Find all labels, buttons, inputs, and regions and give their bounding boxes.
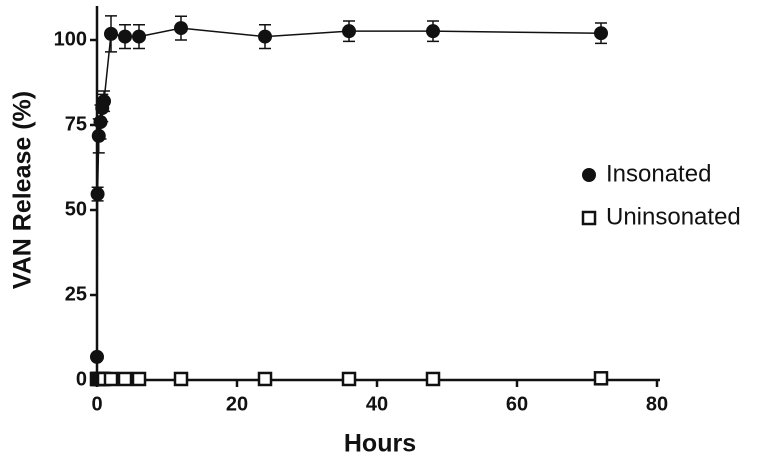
- data-point: [97, 94, 111, 109]
- x-tick-label: 20: [226, 393, 248, 415]
- x-tick-label: 60: [506, 393, 528, 415]
- x-tick-label: 80: [646, 393, 668, 415]
- y-tick-label: 50: [65, 198, 87, 220]
- data-point: [341, 371, 357, 387]
- data-point: [174, 21, 188, 36]
- series-line: [96, 27, 602, 357]
- data-point: [131, 371, 147, 387]
- y-tick-label: 25: [65, 283, 87, 305]
- y-tick-label: 100: [54, 28, 87, 50]
- data-point: [103, 371, 119, 387]
- data-point: [594, 26, 608, 41]
- data-point: [90, 349, 104, 364]
- data-point: [117, 371, 133, 387]
- data-point: [593, 371, 609, 386]
- data-point: [90, 187, 105, 202]
- data-point: [104, 26, 118, 41]
- data-point: [91, 128, 106, 143]
- legend-label: Uninsonated: [606, 203, 741, 230]
- data-point: [257, 371, 273, 387]
- legend-label: Insonated: [606, 160, 711, 187]
- x-tick-label: 0: [91, 393, 102, 415]
- data-point: [132, 29, 146, 44]
- y-axis-title: VAN Release (%): [9, 91, 37, 289]
- x-tick-label: 40: [366, 393, 388, 415]
- legend-marker: [582, 168, 596, 182]
- legend-marker: [581, 210, 597, 226]
- data-point: [258, 29, 272, 44]
- data-point: [118, 29, 132, 44]
- data-point: [173, 371, 189, 387]
- y-tick-label: 0: [76, 368, 87, 390]
- data-point: [426, 24, 440, 39]
- data-point: [425, 371, 441, 387]
- x-axis-title: Hours: [344, 430, 416, 458]
- y-tick-label: 75: [65, 113, 87, 135]
- data-point: [342, 24, 356, 39]
